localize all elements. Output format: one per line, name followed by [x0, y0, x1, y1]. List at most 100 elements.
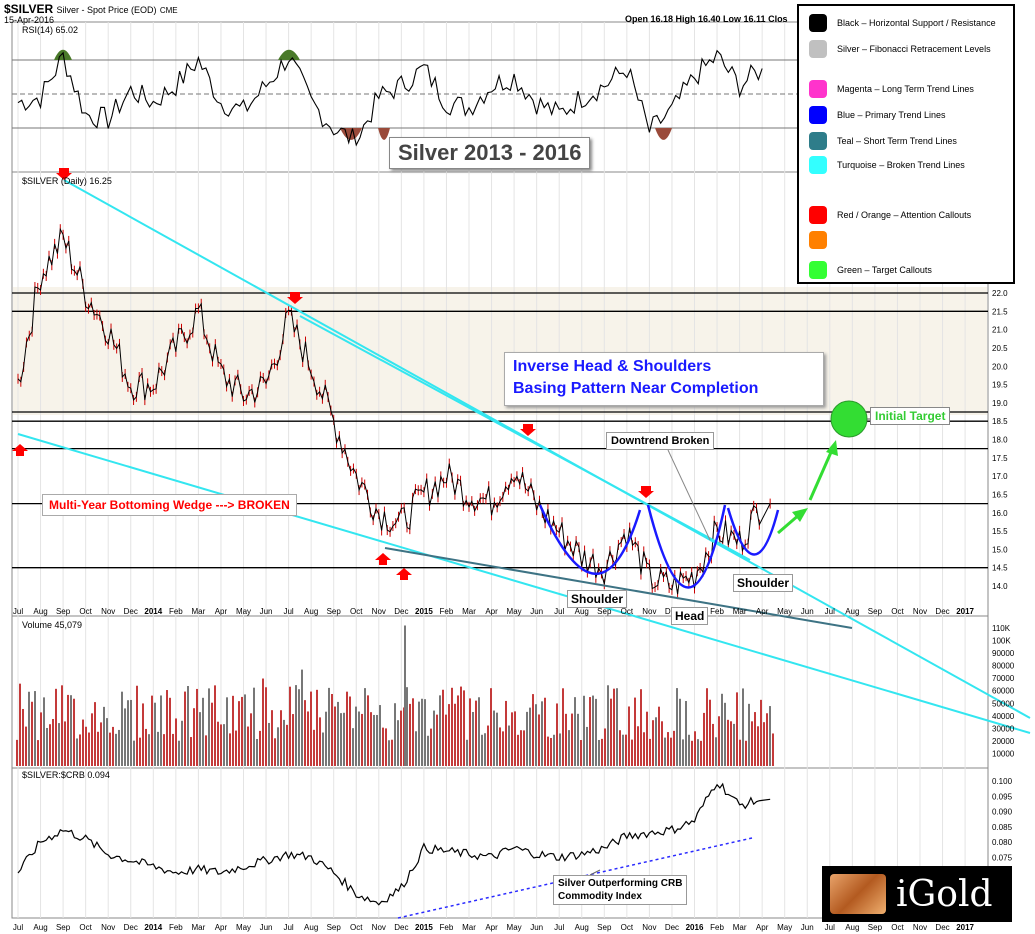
ratio-xtick: 2015 — [415, 923, 433, 932]
price-line — [17, 227, 771, 595]
ratio-xtick: Sep — [56, 923, 71, 932]
symbol: $SILVER — [4, 2, 54, 16]
volume-bar — [688, 734, 690, 766]
ratio-xtick: May — [236, 923, 251, 932]
price-ytick: 19.0 — [992, 399, 1008, 408]
volume-bar — [529, 707, 531, 766]
ratio-xtick: Dec — [665, 923, 679, 932]
volume-bar — [772, 733, 774, 766]
volume-ytick: 80000 — [992, 662, 1015, 671]
volume-bar — [706, 688, 708, 766]
head-curve — [646, 504, 727, 589]
volume-bar — [325, 711, 327, 766]
outperform-pointer — [589, 869, 601, 876]
volume-bar — [295, 685, 297, 766]
attention-arrow-down — [287, 292, 303, 304]
volume-bar — [658, 706, 660, 766]
price-xtick: Mar — [733, 607, 747, 616]
volume-ytick: 20000 — [992, 737, 1015, 746]
volume-bar — [568, 730, 570, 766]
volume-bar — [82, 719, 84, 766]
volume-bar — [421, 698, 423, 766]
volume-bar — [535, 704, 537, 766]
volume-bar — [580, 740, 582, 766]
volume-bar — [637, 726, 639, 766]
price-xtick: Nov — [101, 607, 115, 616]
volume-bar — [112, 726, 114, 766]
volume-bar — [739, 739, 741, 766]
volume-bar — [34, 691, 36, 766]
ratio-xtick: Oct — [891, 923, 904, 932]
volume-bar — [160, 695, 162, 766]
volume-bar — [358, 711, 360, 766]
price-xtick: May — [777, 607, 792, 616]
price-xtick: Jun — [260, 607, 273, 616]
ratio-xtick: Nov — [913, 923, 927, 932]
volume-bar — [559, 733, 561, 766]
volume-bar — [16, 739, 18, 766]
volume-bar — [271, 710, 273, 766]
shoulder-left-label: Shoulder — [567, 590, 628, 608]
price-xtick: Nov — [642, 607, 656, 616]
volume-bar — [457, 695, 459, 766]
volume-bar — [49, 724, 51, 766]
volume-bar — [583, 695, 585, 766]
volume-bar — [208, 688, 210, 766]
header-date: 15-Apr-2016 — [4, 15, 55, 25]
volume-bar — [700, 740, 702, 766]
volume-bar — [79, 734, 81, 766]
rsi-label: RSI(14) 65.02 — [22, 25, 79, 35]
ratio-xtick: Aug — [575, 923, 589, 932]
volume-bar — [229, 733, 231, 766]
volume-bar — [733, 723, 735, 766]
attention-arrow-up — [396, 568, 412, 580]
volume-bar — [404, 625, 406, 766]
target-callout: Initial Target — [870, 407, 951, 425]
price-xtick: Jul — [283, 607, 293, 616]
volume-bar — [703, 712, 705, 766]
head-label: Head — [671, 607, 709, 625]
volume-bar — [301, 669, 303, 766]
legend-label: Red / Orange – Attention Callouts — [837, 210, 972, 220]
volume-bar — [664, 737, 666, 766]
volume-bar — [505, 700, 507, 766]
ratio-xtick: Feb — [440, 923, 454, 932]
price-xtick: Oct — [79, 607, 92, 616]
volume-bar — [577, 713, 579, 766]
volume-bar — [433, 710, 435, 766]
volume-bar — [373, 714, 375, 766]
volume-bar — [493, 710, 495, 766]
ratio-xtick: Jun — [801, 923, 814, 932]
volume-bar — [193, 708, 195, 766]
ratio-label: $SILVER:$CRB 0.094 — [22, 770, 110, 780]
volume-bar — [499, 727, 501, 766]
price-xtick: May — [236, 607, 251, 616]
volume-bar — [556, 703, 558, 766]
legend-item: Blue – Primary Trend Lines — [809, 106, 946, 124]
volume-bar — [367, 695, 369, 766]
volume-ytick: 100K — [992, 637, 1011, 646]
volume-bar — [178, 740, 180, 766]
price-xtick: Sep — [327, 607, 342, 616]
volume-bar — [760, 699, 762, 766]
volume-label: Volume 45,079 — [22, 620, 83, 630]
downtrend-pointer — [667, 449, 711, 541]
shoulder-right-label: Shoulder — [733, 574, 794, 592]
volume-bar — [424, 699, 426, 766]
price-xtick: Dec — [124, 607, 138, 616]
volume-bar — [103, 706, 105, 766]
price-xtick: Aug — [845, 607, 859, 616]
volume-bar — [694, 731, 696, 766]
volume-bar — [52, 718, 54, 766]
volume-bar — [418, 701, 420, 766]
price-xtick: Dec — [935, 607, 949, 616]
volume-bar — [727, 719, 729, 766]
volume-bar — [406, 687, 408, 766]
volume-bar — [670, 737, 672, 766]
volume-bar — [691, 740, 693, 766]
volume-bar — [427, 735, 429, 766]
price-xtick: Jul — [825, 607, 835, 616]
price-xtick: 2017 — [956, 607, 974, 616]
volume-bar — [148, 734, 150, 766]
volume-bar — [685, 701, 687, 766]
